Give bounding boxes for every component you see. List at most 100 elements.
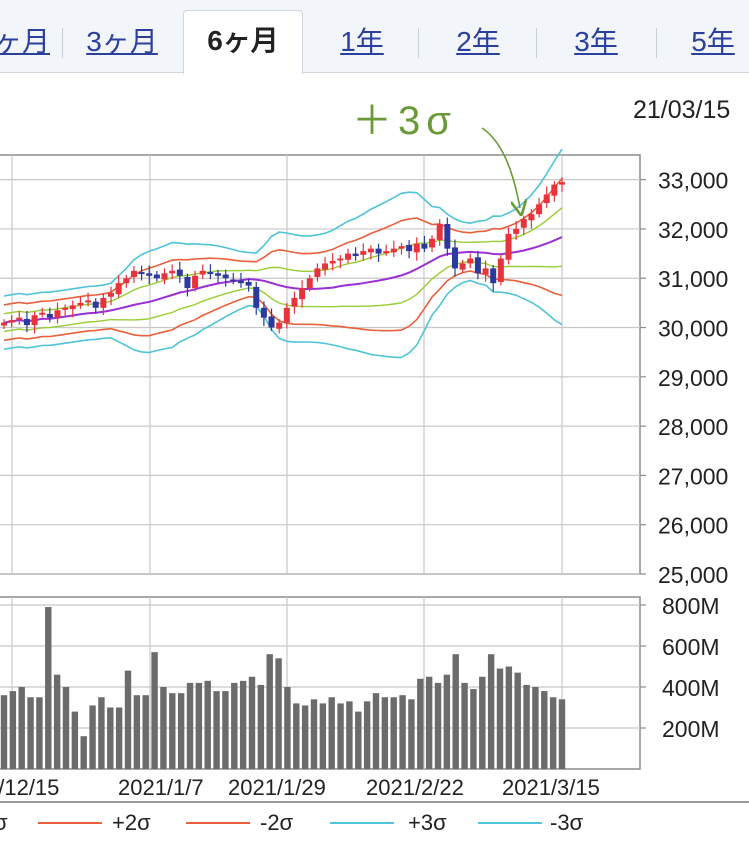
candle-body [505, 233, 512, 260]
volume-bar [204, 680, 211, 769]
volume-bar [80, 736, 87, 769]
candle-body [16, 317, 23, 320]
volume-bar [496, 668, 504, 769]
candle-body [306, 278, 313, 289]
price-tick-label: 26,000 [658, 513, 728, 539]
volume-bar [195, 682, 203, 769]
candle-body [536, 204, 543, 215]
tab-3-months[interactable]: 3ヶ月 [86, 26, 158, 57]
candle-body [360, 251, 367, 255]
legend: σ +2σ -2σ +3σ -3σ [0, 808, 749, 838]
candle-body [245, 281, 252, 286]
candle-body [490, 268, 497, 284]
volume-bar [532, 687, 539, 769]
volume-bar [443, 674, 451, 769]
period-tabs: ヶ月 3ヶ月 6ヶ月 1年 2年 3年 5年 [0, 0, 749, 74]
volume-bar [213, 691, 220, 769]
x-tick-label: 2021/1/7 [118, 775, 204, 800]
candle-body [222, 274, 229, 279]
volume-tick-label: 400M [662, 675, 720, 701]
candle-body [253, 286, 260, 308]
candle-body [390, 248, 397, 253]
volume-bar [248, 676, 256, 769]
candle-body [474, 257, 481, 274]
volume-bar [425, 676, 433, 769]
candle-body [115, 283, 122, 295]
candle-body [314, 268, 321, 278]
band-2sigma-upper [3, 177, 563, 306]
candle-body [268, 316, 275, 328]
price-tick-label: 32,000 [658, 217, 728, 243]
candle-body [444, 224, 451, 249]
volume-bar [293, 703, 300, 769]
volume-bar [558, 699, 566, 769]
candle-body [130, 270, 137, 278]
price-tick-label: 28,000 [658, 414, 728, 440]
volume-bar [434, 682, 442, 769]
price-chart: 33,000 32,000 31,000 30,000 29,000 28,000 27,0… [0, 127, 749, 803]
candle-body [215, 273, 222, 276]
candle-body [497, 258, 504, 282]
candle-body [528, 214, 535, 221]
candle-body [46, 313, 53, 318]
legend-swatch [38, 822, 102, 824]
tab-3-years[interactable]: 3年 [574, 26, 618, 57]
volume-bar [257, 684, 265, 769]
candle-body [429, 238, 436, 248]
candle-body [520, 219, 527, 228]
tab-separator [536, 28, 537, 58]
price-tick-label: 33,000 [658, 168, 728, 194]
candle-body [92, 301, 99, 308]
legend-label: σ [0, 810, 8, 835]
volume-bar [346, 701, 353, 769]
volume-tick-label: 600M [662, 634, 720, 660]
candle-body [322, 263, 329, 270]
candle-body [62, 307, 69, 310]
volume-bar [319, 703, 327, 769]
volume-bar [275, 658, 282, 769]
candle-body [54, 310, 61, 318]
price-tick-label: 30,000 [658, 316, 728, 342]
volume-bar [372, 693, 380, 769]
volume-bar [461, 682, 468, 769]
candle-body [176, 269, 183, 276]
volume-bar [53, 674, 61, 769]
volume-bar [18, 687, 25, 769]
tab-separator [656, 28, 657, 58]
candle-body [69, 305, 76, 310]
tab-5-years[interactable]: 5年 [691, 26, 735, 57]
candle-body [375, 248, 382, 254]
candle-body [100, 297, 107, 308]
tab-1-year[interactable]: 1年 [340, 26, 384, 57]
volume-bar [27, 697, 34, 769]
candle-body [559, 182, 565, 185]
candle-body [459, 263, 466, 270]
tab-6-months[interactable]: 6ヶ月 [183, 10, 303, 74]
volume-bar [355, 711, 362, 769]
price-tick-label: 31,000 [658, 266, 728, 292]
candle-body [467, 258, 474, 264]
candle-body [230, 279, 237, 282]
tab-1-month[interactable]: ヶ月 [0, 26, 50, 57]
candle-body [337, 258, 344, 261]
volume-bar [284, 687, 291, 769]
volume-bar [452, 654, 459, 769]
volume-bar [417, 678, 424, 769]
volume-bar [301, 705, 309, 769]
volume-bar [231, 682, 238, 769]
moving-average-line [3, 236, 563, 324]
candle-body [123, 278, 130, 284]
candle-body [329, 260, 336, 264]
candle-body [39, 312, 46, 315]
band-3sigma-lower [3, 279, 563, 359]
volume-bar [399, 695, 406, 769]
legend-label: +3σ [408, 810, 447, 835]
x-tick-label: 2021/3/15 [502, 775, 600, 800]
volume-bar [160, 687, 167, 769]
candle-body [31, 315, 38, 326]
tab-2-years[interactable]: 2年 [456, 26, 500, 57]
candle-body [77, 302, 84, 306]
volume-bar [107, 707, 114, 769]
volume-bar [505, 666, 513, 769]
band-3sigma-upper [3, 148, 563, 297]
